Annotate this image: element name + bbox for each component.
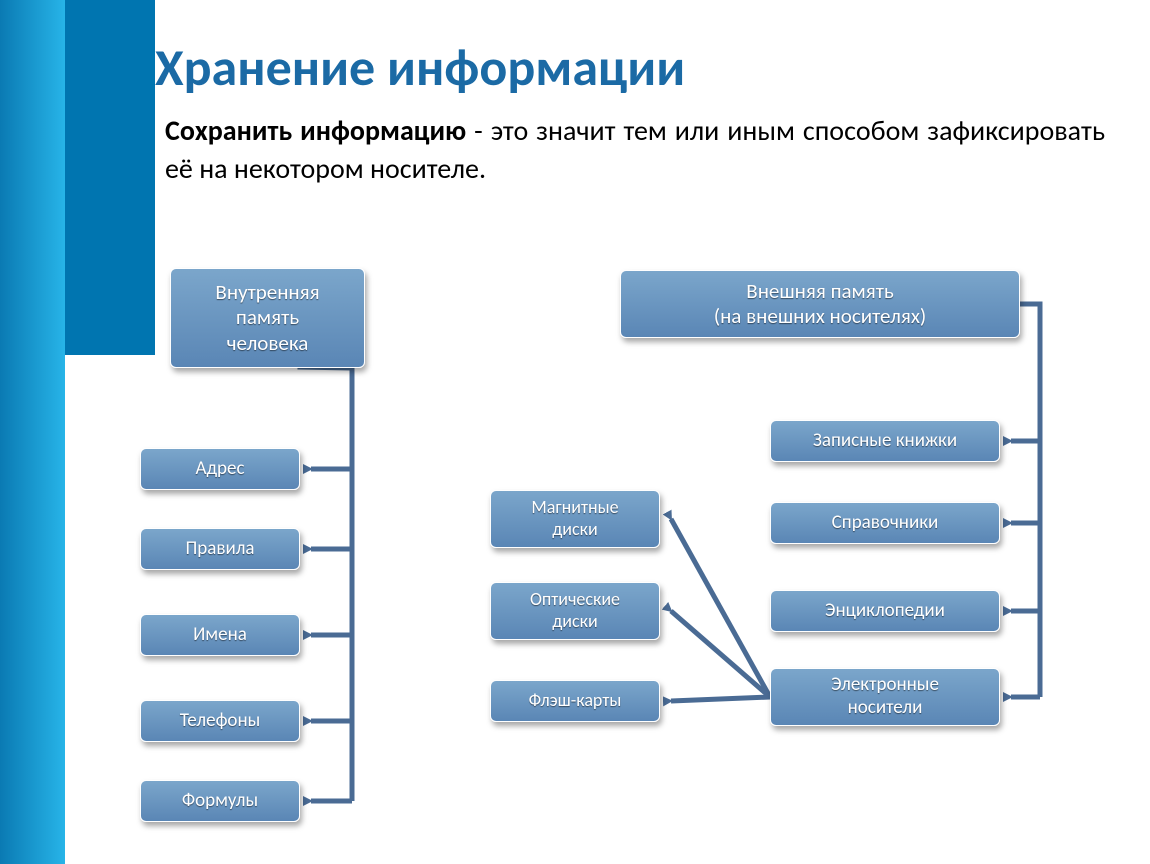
node-formulas: Формулы: [140, 780, 300, 822]
node-encyc: Энциклопедии: [770, 590, 1000, 632]
diagram-stage: Внутренняяпамятьчеловека Адрес Правила Имен…: [0, 0, 1150, 864]
node-external: Внешняя память(на внешних носителях): [620, 270, 1020, 338]
node-internal: Внутренняяпамятьчеловека: [170, 268, 365, 368]
node-names: Имена: [140, 614, 300, 656]
node-optical: Оптическиедиски: [490, 582, 660, 640]
node-emedia: Электронныеносители: [770, 668, 1000, 726]
node-magnetic: Магнитныедиски: [490, 490, 660, 548]
node-notebooks: Записные книжки: [770, 420, 1000, 462]
node-handbooks: Справочники: [770, 502, 1000, 544]
node-phones: Телефоны: [140, 700, 300, 742]
node-flash: Флэш-карты: [490, 680, 660, 722]
node-rules: Правила: [140, 528, 300, 570]
node-addr: Адрес: [140, 448, 300, 490]
